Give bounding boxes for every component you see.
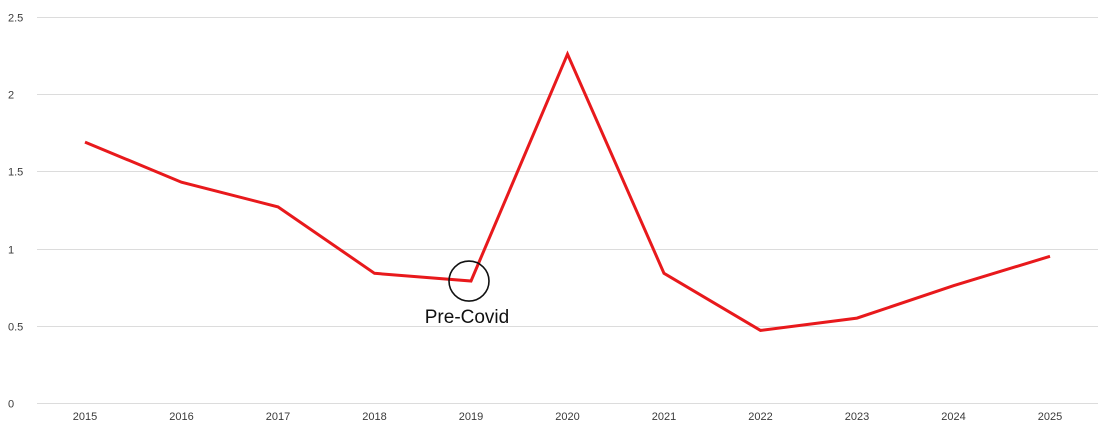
series-line-0 xyxy=(84,50,1051,332)
x-axis: 2015 2016 2017 2018 2019 2020 2021 2022 2023 2024… xyxy=(73,411,1062,421)
x-tick-label: 2017 xyxy=(266,411,290,421)
gridlines xyxy=(37,17,1098,404)
x-tick-label: 2022 xyxy=(748,411,772,421)
x-tick-label: 2021 xyxy=(652,411,676,421)
annotation-layer: Pre-Covid xyxy=(425,260,509,328)
x-tick-label: 2019 xyxy=(459,411,483,421)
data-point xyxy=(661,270,667,276)
data-point xyxy=(275,204,281,210)
y-tick-label: 2 xyxy=(8,90,14,102)
data-point xyxy=(372,270,378,276)
series-layer xyxy=(82,50,1053,333)
data-point xyxy=(951,283,957,289)
x-tick-label: 2023 xyxy=(845,411,869,421)
data-point xyxy=(1047,253,1053,259)
y-axis: 0 0.5 1 1.5 2 2.5 xyxy=(8,13,23,411)
data-point xyxy=(854,315,860,321)
annotation-circle xyxy=(448,260,490,302)
y-tick-label: 1 xyxy=(8,245,14,257)
x-tick-label: 2016 xyxy=(169,411,193,421)
x-tick-label: 2025 xyxy=(1038,411,1062,421)
y-tick-label: 1.5 xyxy=(8,167,23,179)
y-tick-label: 2.5 xyxy=(8,13,23,25)
y-tick-label: 0 xyxy=(8,399,14,411)
data-point xyxy=(82,139,88,145)
x-tick-label: 2015 xyxy=(73,411,97,421)
data-point xyxy=(179,179,185,185)
y-tick-label: 0.5 xyxy=(8,322,23,334)
x-tick-label: 2020 xyxy=(555,411,579,421)
data-point xyxy=(565,51,571,57)
x-tick-label: 2018 xyxy=(362,411,386,421)
x-tick-label: 2024 xyxy=(941,411,965,421)
data-point xyxy=(468,278,474,284)
annotation-label: Pre-Covid xyxy=(425,307,509,328)
data-point xyxy=(758,327,764,333)
